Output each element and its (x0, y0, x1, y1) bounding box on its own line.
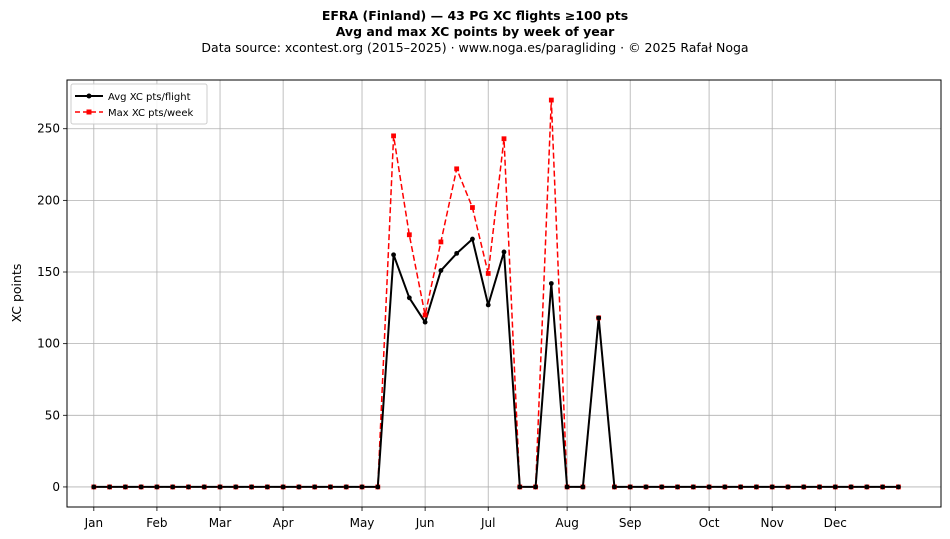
avg-point (501, 249, 507, 255)
max-point (548, 97, 554, 103)
max-point (454, 166, 460, 172)
avg-point (643, 484, 649, 490)
avg-point (422, 319, 428, 325)
avg-point (596, 315, 602, 321)
avg-point (375, 484, 381, 490)
x-tick-label-sep: Sep (619, 516, 642, 530)
x-tick-label-jun: Jun (415, 516, 435, 530)
chart-subtitle: Avg and max XC points by week of year (335, 24, 615, 39)
avg-point (564, 484, 570, 490)
y-tick-label: 250 (37, 122, 60, 136)
max-point (406, 232, 412, 238)
avg-point (107, 484, 112, 490)
avg-point (754, 484, 759, 490)
x-tick-label-oct: Oct (699, 516, 720, 530)
avg-point (186, 484, 191, 490)
avg-point (154, 484, 160, 490)
avg-point (659, 484, 665, 490)
legend-box (70, 83, 208, 125)
max-point (470, 205, 475, 210)
avg-point (406, 295, 412, 301)
avg-point (138, 484, 144, 490)
avg-point (785, 484, 791, 490)
avg-point (122, 484, 128, 490)
legend-avg-marker (86, 93, 92, 99)
avg-point (280, 484, 286, 490)
avg-point (817, 484, 822, 490)
avg-series-line (93, 238, 899, 488)
x-tick-label-jul: Jul (480, 516, 495, 530)
y-tick-label: 100 (37, 337, 60, 351)
max-point (438, 239, 444, 245)
legend: Avg XC pts/flight Max XC pts/week (70, 83, 208, 125)
x-tick-label-may: May (350, 516, 375, 530)
avg-point (580, 484, 586, 490)
avg-point (690, 484, 696, 490)
avg-point (485, 302, 491, 308)
series-layer (91, 97, 901, 490)
avg-point (722, 484, 728, 490)
max-point (485, 271, 491, 276)
avg-point (801, 484, 807, 490)
x-tick-label-aug: Aug (555, 516, 578, 530)
y-tick-label: 0 (52, 480, 60, 494)
title-block: EFRA (Finland) — 43 PG XC flights ≥100 p… (0, 8, 950, 56)
avg-point (848, 484, 854, 490)
avg-point (470, 236, 475, 242)
avg-point (217, 484, 223, 490)
avg-point (328, 484, 333, 490)
avg-point (706, 484, 712, 490)
avg-point (864, 484, 870, 490)
max-series-line (93, 99, 899, 488)
chart-source: Data source: xcontest.org (2015–2025) · … (201, 40, 749, 55)
legend-max-label: Max XC pts/week (108, 108, 193, 119)
y-tick-label: 150 (37, 265, 60, 279)
avg-point (343, 484, 349, 490)
x-tick-label-feb: Feb (146, 516, 167, 530)
avg-point (391, 252, 396, 258)
max-point (501, 136, 507, 142)
tick-layer: 0 50 100 150 200 250 Jan Feb Mar Apr May Jun Jul Aug S… (37, 122, 847, 530)
avg-point (880, 484, 886, 490)
legend-max-marker (86, 109, 92, 115)
avg-point (201, 484, 207, 490)
avg-point (627, 484, 633, 490)
x-tick-label-nov: Nov (760, 516, 783, 530)
avg-point (233, 484, 239, 490)
avg-point (170, 484, 176, 490)
avg-point (533, 484, 538, 490)
max-point (422, 312, 428, 318)
avg-point (91, 484, 97, 490)
avg-point (738, 484, 744, 490)
x-tick-label-jan: Jan (84, 516, 104, 530)
x-tick-label-apr: Apr (273, 516, 294, 530)
avg-point (359, 484, 365, 490)
avg-point (438, 268, 444, 273)
x-tick-label-dec: Dec (824, 516, 847, 530)
avg-point (296, 484, 302, 490)
avg-point (832, 484, 838, 490)
chart-title: EFRA (Finland) — 43 PG XC flights ≥100 p… (321, 8, 629, 23)
avg-point (896, 484, 901, 490)
avg-point (454, 250, 460, 256)
legend-avg-label: Avg XC pts/flight (108, 92, 191, 103)
y-axis-label: XC points (9, 264, 24, 323)
avg-point (548, 281, 554, 286)
avg-point (612, 484, 617, 490)
avg-point (769, 484, 775, 490)
avg-point (312, 484, 318, 490)
max-point (391, 133, 396, 139)
avg-point (675, 484, 680, 490)
x-tick-label-mar: Mar (209, 516, 232, 530)
y-tick-label: 50 (45, 408, 60, 422)
avg-point (264, 484, 270, 490)
plot-frame (66, 79, 942, 508)
y-tick-label: 200 (37, 193, 60, 207)
avg-point (517, 484, 523, 490)
avg-point (249, 484, 254, 490)
